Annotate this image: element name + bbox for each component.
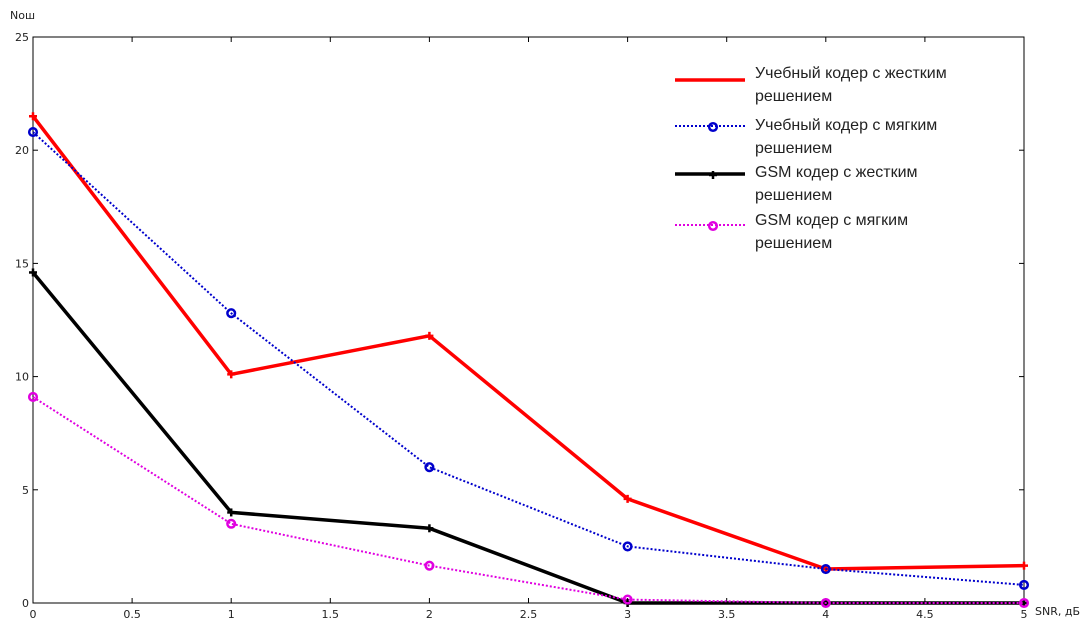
legend-marker-2 (709, 171, 717, 179)
data-point-1-3 (622, 541, 633, 552)
data-point-1-1 (226, 308, 237, 319)
series-line-2 (31, 271, 1024, 605)
data-point-2-0 (29, 268, 37, 277)
data-point-1-0 (27, 127, 39, 138)
x-tick-label: 1.5 (322, 608, 340, 621)
data-point-1-2 (424, 462, 435, 473)
series-line-3 (32, 396, 1024, 604)
series-line-0 (31, 115, 1025, 571)
y-tick-label: 15 (15, 257, 29, 270)
data-point-1-5 (1018, 579, 1030, 590)
data-point-0-3 (623, 494, 632, 503)
legend-item-3: GSM кодер с мягким решением (675, 212, 908, 252)
x-tick-label: 4 (822, 608, 829, 621)
legend-label-1: решением (755, 140, 832, 157)
legend-item-2: GSM кодер с жестким решением (675, 164, 918, 204)
data-point-2-2 (425, 524, 434, 533)
data-point-3-5 (1018, 597, 1030, 609)
y-tick-label: 5 (22, 484, 29, 497)
x-tick-label: 0.5 (123, 608, 141, 621)
legend-label-0: решением (755, 88, 832, 105)
y-axis-label: Nош (10, 9, 35, 22)
data-point-3-2 (424, 560, 435, 571)
x-tick-label: 3.5 (718, 608, 736, 621)
legend-item-0: Учебный кодер с жестким решением (675, 65, 947, 105)
legend-marker-3 (707, 220, 719, 232)
data-point-3-0 (27, 391, 39, 403)
x-tick-label: 3 (624, 608, 631, 621)
legend-label-1: Учебный кодер с мягким (755, 117, 937, 134)
data-point-2-1 (227, 508, 236, 517)
data-point-3-1 (226, 518, 237, 529)
legend-label-3: GSM кодер с мягким (755, 212, 908, 229)
data-point-0-1 (227, 370, 236, 379)
data-point-0-2 (425, 331, 434, 340)
x-tick-label: 2 (426, 608, 433, 621)
series-0 (29, 112, 1028, 574)
data-point-0-0 (29, 112, 37, 121)
axes-layer: 0 0.5 1 1.5 2 2.5 3 3.5 4 4.5 5 0 5 10 15 20 25 Nош SNR, д… (10, 9, 1080, 621)
data-point-3-4 (820, 597, 831, 609)
legend-item-1: Учебный кодер с мягким решением (675, 117, 937, 157)
series-3 (27, 391, 1030, 609)
y-tick-label: 0 (22, 597, 29, 610)
x-tick-label: 4.5 (916, 608, 934, 621)
x-axis-label: SNR, дБ (1035, 605, 1080, 618)
legend-label-0: Учебный кодер с жестким (755, 65, 947, 82)
x-tick-label: 1 (228, 608, 235, 621)
legend-label-2: GSM кодер с жестким (755, 164, 918, 181)
y-tick-label: 20 (15, 144, 29, 157)
series-layer (27, 112, 1030, 609)
series-1 (27, 127, 1030, 590)
y-tick-label: 10 (15, 371, 29, 384)
data-point-1-4 (820, 563, 831, 575)
y-tick-label: 25 (15, 31, 29, 44)
x-tick-label: 5 (1021, 608, 1028, 621)
data-point-3-3 (622, 594, 633, 605)
series-line-1 (32, 131, 1025, 586)
data-point-0-5 (1020, 561, 1028, 570)
legend-label-3: решением (755, 235, 832, 252)
x-tick-label: 0 (30, 608, 37, 621)
x-tick-label: 2.5 (520, 608, 538, 621)
legend-marker-1 (707, 121, 719, 133)
series-2 (29, 268, 1028, 607)
legend-label-2: решением (755, 187, 832, 204)
